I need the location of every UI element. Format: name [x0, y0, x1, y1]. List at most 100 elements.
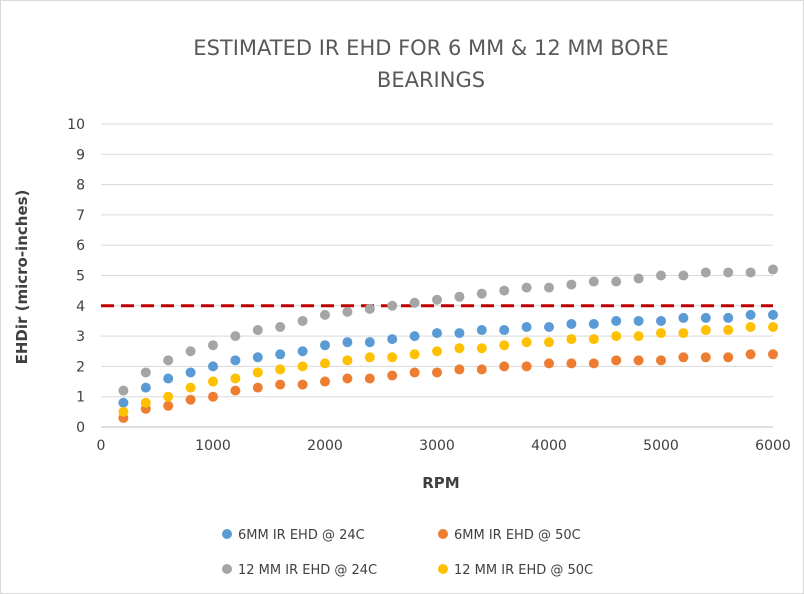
y-tick-label: 5 [76, 269, 85, 285]
data-point [387, 370, 398, 381]
data-point [476, 288, 487, 299]
data-point [208, 376, 218, 387]
data-point [208, 391, 218, 402]
data-points [118, 264, 778, 423]
data-point [723, 312, 734, 323]
data-point [432, 294, 442, 305]
data-point [297, 379, 308, 390]
legend-item: 6MM IR EHD @ 24C [222, 528, 365, 543]
data-point [140, 382, 151, 393]
data-point [566, 318, 577, 329]
data-point [588, 318, 599, 329]
data-point [544, 358, 554, 369]
data-point [409, 367, 420, 378]
data-point [320, 309, 330, 320]
x-tick-label: 2000 [307, 438, 343, 454]
legend-label: 12 MM IR EHD @ 24C [238, 563, 377, 578]
data-point [521, 361, 532, 372]
series-2 [118, 349, 778, 423]
data-point [230, 373, 241, 384]
data-point [499, 285, 510, 296]
data-point [342, 337, 353, 348]
data-point [700, 312, 711, 323]
legend-marker [438, 564, 448, 574]
y-tick-label: 2 [76, 359, 85, 375]
data-point [118, 406, 129, 417]
y-axis-label: EHDir (micro-inches) [13, 190, 31, 365]
x-tick-label: 0 [97, 438, 106, 454]
data-point [297, 315, 308, 326]
gridlines [101, 123, 773, 428]
y-axis-ticks: 0 1 2 3 4 5 6 7 8 9 10 [67, 117, 85, 436]
data-point [745, 322, 756, 333]
data-point [723, 352, 734, 363]
data-point [208, 361, 218, 372]
data-point [499, 361, 510, 372]
data-point [588, 276, 599, 287]
data-point [454, 343, 465, 354]
data-point [656, 355, 666, 366]
data-point [633, 355, 644, 366]
data-point [768, 309, 778, 320]
data-point [700, 325, 711, 336]
data-point [320, 340, 330, 351]
data-point [432, 346, 442, 357]
data-point [700, 267, 711, 278]
legend-item: 12 MM IR EHD @ 50C [438, 563, 593, 578]
y-tick-label: 0 [76, 420, 85, 436]
data-point [476, 325, 487, 336]
data-point [588, 358, 599, 369]
data-point [611, 276, 622, 287]
y-tick-label: 1 [76, 390, 85, 406]
data-point [140, 397, 151, 408]
data-point [566, 279, 577, 290]
data-point [409, 331, 420, 342]
y-tick-label: 9 [76, 147, 85, 163]
data-point [342, 373, 353, 384]
chart-title-line-1: ESTIMATED IR EHD FOR 6 MM & 12 MM BORE [193, 36, 668, 60]
data-point [275, 349, 286, 360]
data-point [521, 322, 532, 333]
data-point [275, 322, 286, 333]
data-point [678, 328, 689, 339]
data-point [476, 343, 487, 354]
data-point [678, 352, 689, 363]
legend-marker [222, 564, 232, 574]
data-point [252, 325, 263, 336]
data-point [700, 352, 711, 363]
data-point [521, 282, 532, 293]
data-point [140, 367, 151, 378]
data-point [454, 291, 465, 302]
data-point [320, 376, 330, 387]
data-point [432, 367, 442, 378]
data-point [364, 352, 375, 363]
data-point [163, 373, 174, 384]
data-point [588, 334, 599, 345]
data-point [499, 325, 510, 336]
legend-label: 6MM IR EHD @ 50C [454, 528, 581, 543]
data-point [566, 358, 577, 369]
legend-item: 12 MM IR EHD @ 24C [222, 563, 377, 578]
x-tick-label: 6000 [755, 438, 791, 454]
y-tick-label: 8 [76, 178, 85, 194]
data-point [320, 358, 330, 369]
data-point [768, 264, 778, 275]
data-point [656, 328, 666, 339]
data-point [633, 315, 644, 326]
y-tick-label: 3 [76, 329, 85, 345]
x-axis-ticks: 0 1000 2000 3000 4000 5000 6000 [97, 438, 791, 454]
x-tick-label: 4000 [531, 438, 567, 454]
data-point [364, 337, 375, 348]
data-point [208, 340, 218, 351]
series-1 [118, 309, 778, 408]
data-point [364, 303, 375, 314]
data-point [297, 361, 308, 372]
data-point [185, 394, 196, 405]
data-point [252, 352, 263, 363]
series-4 [118, 322, 778, 417]
data-point [118, 397, 129, 408]
data-point [723, 267, 734, 278]
data-point [432, 328, 442, 339]
data-point [252, 382, 263, 393]
